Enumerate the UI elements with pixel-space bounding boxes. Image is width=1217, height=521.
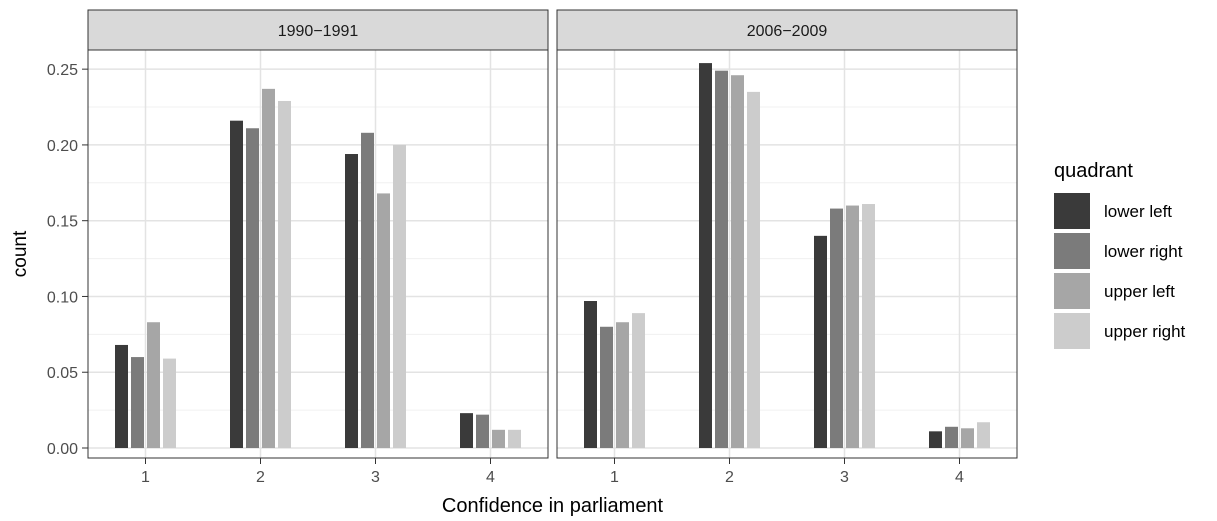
x-tick-label: 1 bbox=[141, 469, 150, 486]
bar-lower-right-cat-4 bbox=[476, 414, 489, 448]
bar-upper-right-cat-2 bbox=[278, 100, 291, 448]
bar-lower-left-cat-1 bbox=[584, 301, 597, 448]
bar-lower-right-cat-3 bbox=[361, 132, 374, 449]
legend-label-lower-right: lower right bbox=[1104, 242, 1183, 261]
x-tick-label: 2 bbox=[725, 469, 734, 486]
bar-upper-left-cat-4 bbox=[492, 429, 505, 448]
bar-upper-left-cat-4 bbox=[961, 428, 974, 448]
bar-lower-right-cat-2 bbox=[246, 128, 259, 448]
y-tick-label-4: 0.20 bbox=[47, 138, 78, 155]
y-tick-label-0: 0.00 bbox=[47, 441, 78, 458]
bar-lower-right-cat-1 bbox=[131, 357, 144, 448]
legend: quadrant lower left lower right upper left u… bbox=[1054, 160, 1186, 349]
x-tick-label: 3 bbox=[840, 469, 849, 486]
panel-1: 1990−1991 1 2 3 4 bbox=[87, 9, 549, 486]
legend-label-lower-left: lower left bbox=[1104, 202, 1172, 221]
x-tick-label: 2 bbox=[256, 469, 265, 486]
panel-border bbox=[556, 49, 1018, 459]
legend-key-lower-right bbox=[1054, 233, 1090, 269]
bar-upper-left-cat-2 bbox=[731, 75, 744, 448]
x-tick-label: 3 bbox=[371, 469, 380, 486]
bar-upper-left-cat-2 bbox=[262, 88, 275, 448]
x-tick-label: 1 bbox=[610, 469, 619, 486]
bar-lower-right-cat-3 bbox=[830, 208, 843, 448]
y-tick-label-5: 0.25 bbox=[47, 62, 78, 79]
bar-upper-left-cat-3 bbox=[377, 193, 390, 448]
panel-strip-label: 2006−2009 bbox=[747, 23, 828, 40]
y-tick-label-1: 0.05 bbox=[47, 365, 78, 382]
bar-lower-right-cat-2 bbox=[715, 70, 728, 449]
y-axis-label: count bbox=[10, 230, 31, 277]
y-tick-label-3: 0.15 bbox=[47, 214, 78, 231]
bar-upper-right-cat-1 bbox=[632, 313, 645, 448]
bar-upper-right-cat-2 bbox=[747, 91, 760, 448]
bar-upper-right-cat-4 bbox=[508, 429, 521, 448]
bar-lower-left-cat-4 bbox=[929, 431, 942, 448]
bar-upper-right-cat-3 bbox=[862, 204, 875, 448]
bar-lower-left-cat-2 bbox=[230, 120, 243, 448]
bar-upper-right-cat-1 bbox=[163, 358, 176, 448]
bar-lower-right-cat-1 bbox=[600, 326, 613, 448]
x-axis-label: Confidence in parliament bbox=[442, 495, 664, 517]
bar-upper-right-cat-4 bbox=[977, 422, 990, 448]
bar-lower-left-cat-3 bbox=[345, 154, 358, 448]
legend-title: quadrant bbox=[1054, 160, 1133, 182]
x-tick-label: 4 bbox=[486, 469, 495, 486]
bar-upper-left-cat-1 bbox=[616, 322, 629, 448]
bar-upper-right-cat-3 bbox=[393, 144, 406, 448]
bar-lower-left-cat-1 bbox=[115, 344, 128, 448]
bar-lower-right-cat-4 bbox=[945, 426, 958, 448]
bar-lower-left-cat-3 bbox=[814, 235, 827, 448]
panel-border bbox=[87, 49, 549, 459]
legend-key-lower-left bbox=[1054, 193, 1090, 229]
bar-lower-left-cat-2 bbox=[699, 63, 712, 448]
legend-label-upper-left: upper left bbox=[1104, 282, 1175, 301]
bar-upper-left-cat-1 bbox=[147, 322, 160, 448]
panel-2: 2006−2009 1 2 3 4 bbox=[556, 9, 1018, 486]
legend-label-upper-right: upper right bbox=[1104, 322, 1186, 341]
legend-key-upper-right bbox=[1054, 313, 1090, 349]
y-tick-label-2: 0.10 bbox=[47, 289, 78, 306]
bar-upper-left-cat-3 bbox=[846, 205, 859, 448]
bar-lower-left-cat-4 bbox=[460, 413, 473, 448]
panel-strip-label: 1990−1991 bbox=[278, 23, 359, 40]
x-tick-label: 4 bbox=[955, 469, 964, 486]
legend-key-upper-left bbox=[1054, 273, 1090, 309]
